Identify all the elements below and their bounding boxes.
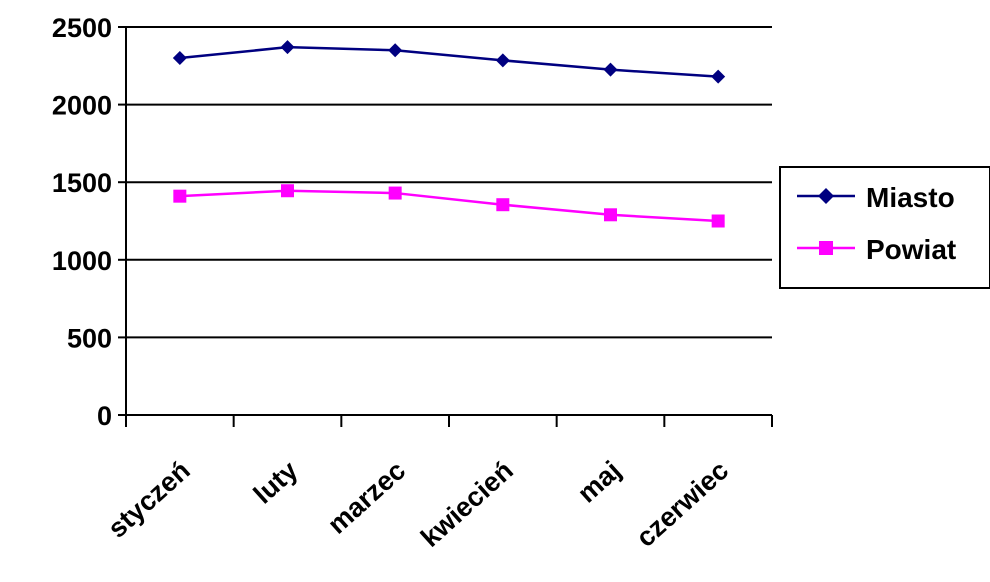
- data-point-miasto: [495, 53, 510, 68]
- legend-marker-powiat: [819, 241, 833, 255]
- data-point-miasto: [388, 43, 403, 58]
- axes: [118, 26, 773, 427]
- y-tick-labels: 0 500 1000 1500 2000 2500: [52, 13, 112, 431]
- y-tick-label: 1500: [52, 168, 112, 198]
- data-point-powiat: [173, 189, 187, 203]
- data-point-miasto: [603, 62, 618, 77]
- data-point-powiat: [604, 208, 617, 222]
- data-point-powiat: [711, 214, 725, 228]
- x-tick-label: czerwiec: [630, 455, 734, 553]
- x-tick-labels: styczeń luty marzec kwiecień maj czerwiec: [102, 455, 734, 553]
- legend: Miasto Powiat: [779, 166, 990, 289]
- y-tick-label: 2000: [52, 91, 112, 121]
- data-point-powiat: [496, 198, 510, 212]
- data-point-powiat: [281, 184, 294, 198]
- data-point-miasto: [280, 40, 295, 55]
- x-tick-label: maj: [572, 455, 627, 508]
- x-tick-label: kwiecień: [415, 455, 519, 553]
- gridlines: [126, 26, 772, 339]
- legend-label-powiat: Powiat: [866, 234, 956, 265]
- x-tick-label: marzec: [322, 455, 411, 540]
- y-tick-label: 0: [97, 401, 112, 431]
- y-tick-label: 1000: [52, 246, 112, 276]
- data-point-miasto: [172, 51, 187, 66]
- y-tick-label: 500: [67, 323, 112, 353]
- legend-marker-miasto: [818, 188, 834, 204]
- y-tick-label: 2500: [52, 13, 112, 43]
- legend-label-miasto: Miasto: [866, 182, 955, 213]
- series-line-powiat: [179, 189, 719, 223]
- data-point-powiat: [388, 186, 402, 200]
- series-group: [172, 40, 726, 228]
- x-tick-label: styczeń: [102, 455, 196, 544]
- legend-box: [779, 166, 990, 289]
- data-point-miasto: [711, 69, 726, 84]
- series-line-miasto: [179, 45, 719, 78]
- x-tick-label: luty: [248, 455, 304, 509]
